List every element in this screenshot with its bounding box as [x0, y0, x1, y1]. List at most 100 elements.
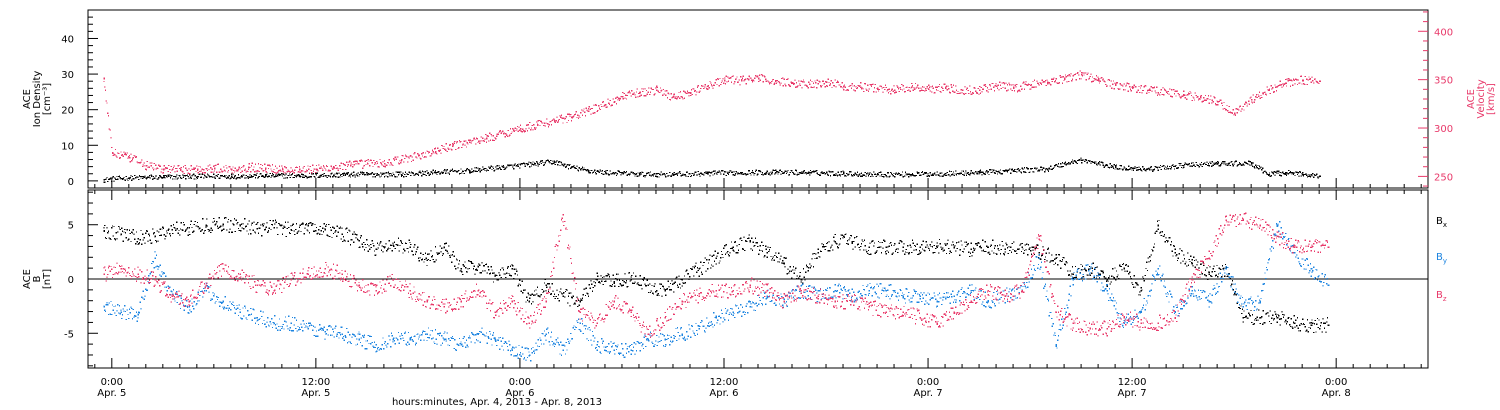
density-point — [596, 170, 598, 172]
velocity-point — [809, 83, 811, 86]
density-point — [280, 174, 282, 176]
bx-point — [1054, 262, 1057, 264]
density-point — [376, 172, 379, 175]
density-point — [467, 168, 469, 171]
bx-point — [1160, 234, 1162, 237]
density-point — [688, 173, 690, 175]
density-point — [987, 171, 989, 173]
velocity-point — [1287, 80, 1289, 82]
velocity-point — [544, 125, 546, 127]
velocity-point — [472, 139, 474, 142]
density-point — [1149, 169, 1151, 171]
density-point — [566, 164, 568, 166]
bx-point — [805, 264, 808, 266]
velocity-point — [897, 86, 899, 88]
bx-point — [797, 278, 799, 280]
velocity-point — [322, 165, 325, 167]
velocity-point — [1024, 83, 1026, 85]
velocity-point — [904, 90, 907, 93]
bx-point — [227, 218, 230, 221]
bx-point — [817, 248, 819, 250]
density-point — [685, 175, 687, 177]
bx-point — [1020, 250, 1023, 253]
bx-point — [1263, 322, 1265, 324]
density-point — [968, 173, 970, 175]
bx-point — [510, 275, 512, 277]
velocity-point — [543, 122, 546, 124]
density-point — [553, 162, 555, 164]
density-point — [1229, 164, 1231, 167]
density-point — [496, 168, 498, 170]
velocity-point — [264, 169, 267, 171]
density-point — [179, 176, 182, 179]
velocity-point — [297, 171, 299, 173]
density-point — [1035, 168, 1037, 170]
density-point — [1040, 166, 1042, 168]
velocity-point — [1200, 95, 1202, 97]
bx-point — [761, 241, 763, 243]
bx-point — [427, 258, 430, 261]
density-point — [945, 174, 947, 177]
velocity-point — [358, 163, 360, 165]
density-point — [1173, 165, 1175, 168]
bx-point — [1258, 317, 1261, 319]
bx-point — [1211, 271, 1213, 273]
bx-point — [902, 246, 905, 248]
density-point — [296, 174, 298, 176]
bx-point — [1317, 326, 1319, 329]
density-point — [1213, 162, 1215, 164]
bx-point — [762, 244, 764, 247]
bx-point — [877, 246, 879, 249]
density-point — [856, 171, 859, 173]
density-point — [986, 172, 989, 174]
velocity-point — [1043, 81, 1045, 83]
velocity-point — [645, 95, 647, 97]
velocity-point — [1123, 83, 1125, 85]
velocity-point — [678, 91, 680, 94]
bx-point — [1044, 258, 1046, 261]
velocity-point — [241, 170, 243, 172]
density-point — [1108, 166, 1110, 169]
density-point — [193, 173, 195, 175]
density-point — [459, 172, 461, 175]
bx-point — [460, 269, 462, 272]
density-point — [630, 171, 632, 173]
density-point — [230, 173, 233, 175]
bx-point — [1149, 256, 1151, 258]
velocity-point — [686, 92, 688, 95]
velocity-point — [649, 91, 652, 93]
velocity-point — [298, 166, 301, 168]
bx-point — [129, 232, 131, 235]
velocity-point — [1279, 84, 1281, 86]
density-point — [1144, 169, 1146, 171]
bx-point — [1095, 266, 1097, 269]
bx-point — [1009, 249, 1011, 252]
velocity-point — [739, 84, 741, 86]
density-point — [536, 163, 539, 165]
density-point — [1214, 162, 1217, 165]
bx-point — [1236, 302, 1238, 304]
bx-point — [626, 286, 628, 288]
bx-point — [1091, 267, 1094, 269]
bx-point — [986, 245, 988, 247]
velocity-point — [519, 124, 522, 126]
bx-point — [1189, 260, 1191, 263]
bx-point — [1301, 323, 1303, 326]
velocity-point — [919, 90, 921, 92]
bx-point — [388, 240, 390, 242]
bx-point — [523, 289, 526, 291]
velocity-point — [237, 170, 239, 172]
bx-point — [322, 231, 325, 233]
bx-point — [153, 232, 155, 234]
density-point — [754, 172, 756, 175]
bx-point — [1139, 291, 1141, 293]
density-point — [528, 161, 530, 163]
bx-point — [203, 232, 205, 234]
velocity-point — [904, 91, 906, 93]
bx-point — [851, 242, 853, 244]
density-point — [682, 173, 684, 175]
velocity-point — [956, 92, 958, 95]
velocity-point — [141, 159, 143, 161]
bx-point — [1309, 322, 1311, 324]
